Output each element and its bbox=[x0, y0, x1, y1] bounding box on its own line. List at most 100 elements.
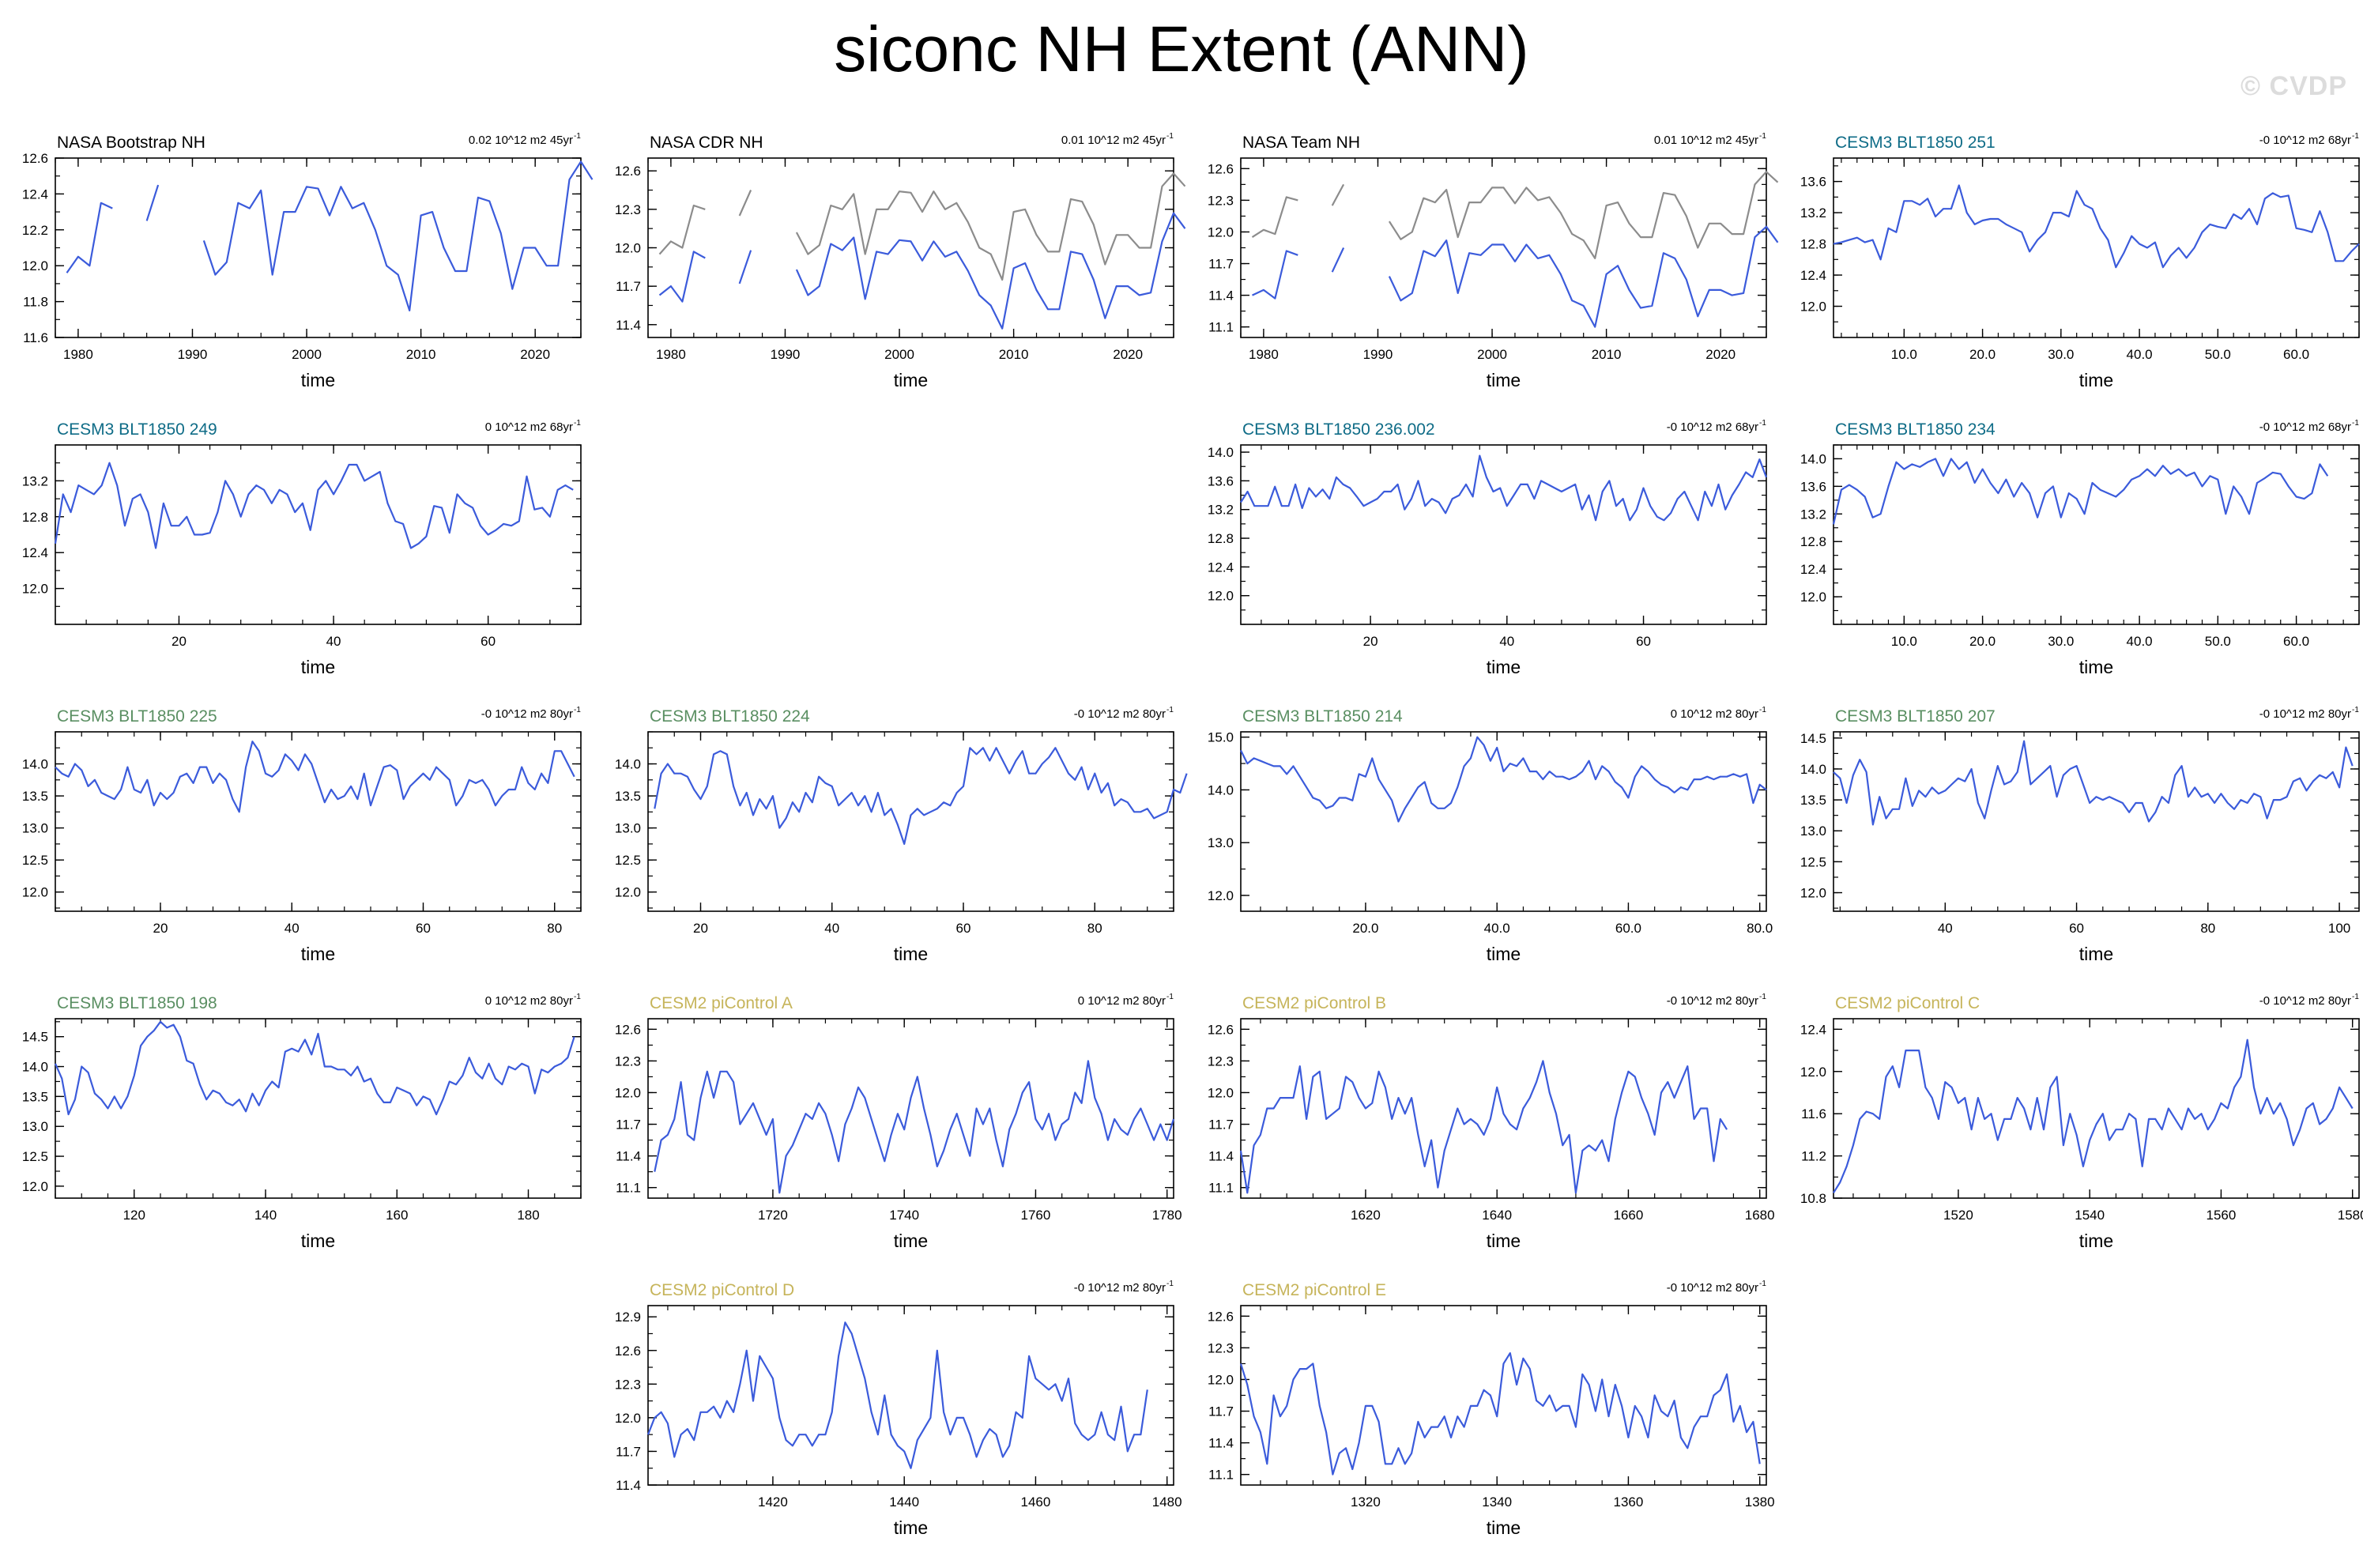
panel-title: CESM3 BLT1850 251 bbox=[1835, 134, 1996, 152]
y-tick-label: 12.0 bbox=[1208, 1372, 1234, 1387]
x-tick-label: 1780 bbox=[1152, 1208, 1182, 1223]
y-tick-label: 13.5 bbox=[1800, 793, 1826, 808]
x-tick-label: 40 bbox=[326, 634, 341, 649]
y-tick-label: 13.2 bbox=[1800, 507, 1826, 522]
x-tick-label: 1660 bbox=[1614, 1208, 1644, 1223]
panel-title: CESM2 piControl B bbox=[1242, 994, 1386, 1012]
trend-exponent: -1 bbox=[574, 706, 581, 714]
y-tick-label: 11.6 bbox=[1801, 1106, 1826, 1121]
panel-title: CESM3 BLT1850 207 bbox=[1835, 707, 1996, 726]
x-tick-label: 2010 bbox=[1592, 347, 1622, 362]
trend-exponent: -1 bbox=[1166, 132, 1174, 141]
chart-panel: NASA CDR NH 0.01 10^12 m2 45yr -1 11.4 11.7 1… bbox=[615, 132, 1186, 390]
y-tick-label: 11.7 bbox=[616, 1444, 641, 1459]
series-line bbox=[55, 741, 575, 813]
panel-title: CESM2 piControl D bbox=[650, 1281, 794, 1299]
y-tick-label: 12.8 bbox=[1208, 531, 1234, 546]
plot-frame bbox=[1240, 444, 1767, 625]
y-tick-label: 13.5 bbox=[22, 789, 48, 804]
trend-label: -0 10^12 m2 80yr bbox=[1667, 994, 1758, 1008]
x-tick-label: 50.0 bbox=[2205, 347, 2231, 362]
x-axis-title: time bbox=[2079, 370, 2113, 390]
x-tick-label: 180 bbox=[517, 1208, 539, 1223]
y-tick-label: 12.6 bbox=[615, 1022, 641, 1037]
trend-label: -0 10^12 m2 80yr bbox=[1074, 1281, 1166, 1295]
y-tick-label: 14.5 bbox=[22, 1030, 48, 1045]
chart-panel: CESM2 piControl D -0 10^12 m2 80yr -1 11.4 1… bbox=[615, 1280, 1182, 1538]
y-tick-label: 14.0 bbox=[1800, 451, 1826, 466]
y-tick-label: 11.4 bbox=[1208, 1149, 1234, 1164]
y-tick-label: 11.4 bbox=[1208, 288, 1234, 303]
x-tick-label: 20 bbox=[693, 921, 708, 936]
x-tick-label: 40.0 bbox=[2127, 634, 2153, 649]
series-line bbox=[1239, 1060, 1728, 1194]
series-line bbox=[654, 747, 1188, 845]
plot-frame bbox=[1833, 1018, 2360, 1199]
y-tick-label: 12.0 bbox=[1800, 590, 1826, 605]
x-axis-title: time bbox=[301, 944, 335, 964]
y-tick-label: 11.7 bbox=[1208, 1118, 1234, 1133]
y-tick-label: 13.0 bbox=[22, 821, 48, 836]
trend-label: -0 10^12 m2 68yr bbox=[2259, 134, 2351, 147]
y-tick-label: 13.2 bbox=[1208, 503, 1234, 518]
trend-exponent: -1 bbox=[1166, 706, 1174, 714]
x-tick-label: 40 bbox=[1499, 634, 1514, 649]
y-tick-label: 12.4 bbox=[22, 545, 48, 560]
y-tick-label: 12.0 bbox=[1800, 1065, 1826, 1080]
trend-exponent: -1 bbox=[2352, 419, 2359, 428]
x-tick-label: 80 bbox=[1087, 921, 1102, 936]
y-tick-label: 12.0 bbox=[1208, 224, 1234, 239]
x-tick-label: 20.0 bbox=[1352, 921, 1378, 936]
x-tick-label: 20 bbox=[153, 921, 168, 936]
x-axis-title: time bbox=[894, 944, 928, 964]
x-axis-title: time bbox=[894, 1231, 928, 1251]
page-title: siconc NH Extent (ANN) bbox=[834, 13, 1529, 85]
panel-title: CESM2 piControl E bbox=[1242, 1281, 1386, 1299]
y-tick-label: 11.7 bbox=[1208, 257, 1234, 272]
x-axis-title: time bbox=[301, 370, 335, 390]
panel-title: CESM2 piControl A bbox=[650, 994, 793, 1012]
trend-label: 0.02 10^12 m2 45yr bbox=[469, 134, 573, 147]
x-tick-label: 60 bbox=[481, 634, 496, 649]
plot-frame bbox=[1240, 1018, 1767, 1199]
plot-frame bbox=[647, 1018, 1174, 1199]
x-tick-label: 20.0 bbox=[1969, 347, 1996, 362]
x-tick-label: 1640 bbox=[1482, 1208, 1512, 1223]
series-line bbox=[66, 160, 594, 311]
x-axis-title: time bbox=[1487, 370, 1521, 390]
y-tick-label: 13.6 bbox=[1800, 175, 1826, 190]
x-tick-label: 1480 bbox=[1152, 1494, 1182, 1510]
panel-title: CESM3 BLT1850 198 bbox=[57, 994, 217, 1012]
panel-title: NASA Team NH bbox=[1242, 134, 1360, 152]
x-tick-label: 80 bbox=[2200, 921, 2215, 936]
trend-label: 0.01 10^12 m2 45yr bbox=[1061, 134, 1166, 147]
panel-title: NASA Bootstrap NH bbox=[57, 134, 205, 152]
x-tick-label: 30.0 bbox=[2048, 634, 2074, 649]
x-tick-label: 60.0 bbox=[1615, 921, 1641, 936]
y-tick-label: 12.0 bbox=[22, 258, 48, 273]
x-tick-label: 1380 bbox=[1745, 1494, 1775, 1510]
trend-exponent: -1 bbox=[1166, 993, 1174, 1001]
x-tick-label: 2020 bbox=[520, 347, 550, 362]
y-tick-label: 12.8 bbox=[1800, 237, 1826, 252]
y-tick-label: 12.0 bbox=[22, 582, 48, 597]
plot-frame bbox=[55, 731, 582, 912]
y-tick-label: 11.7 bbox=[1208, 1404, 1234, 1419]
x-tick-label: 1980 bbox=[63, 347, 93, 362]
x-axis-title: time bbox=[2079, 944, 2113, 964]
trend-label: 0.01 10^12 m2 45yr bbox=[1654, 134, 1758, 147]
trend-exponent: -1 bbox=[2352, 706, 2359, 714]
x-tick-label: 100 bbox=[2328, 921, 2350, 936]
y-tick-label: 12.6 bbox=[615, 1344, 641, 1359]
chart-panel: CESM3 BLT1850 236.002 -0 10^12 m2 68yr -1 1… bbox=[1208, 419, 1768, 677]
x-tick-label: 140 bbox=[254, 1208, 277, 1223]
y-tick-label: 12.4 bbox=[1208, 560, 1234, 575]
x-tick-label: 1620 bbox=[1351, 1208, 1381, 1223]
y-tick-label: 12.3 bbox=[615, 202, 641, 217]
x-axis-title: time bbox=[1487, 1517, 1521, 1538]
x-axis-title: time bbox=[1487, 944, 1521, 964]
y-tick-label: 13.0 bbox=[22, 1119, 48, 1134]
y-tick-label: 12.0 bbox=[1800, 300, 1826, 315]
y-tick-label: 12.9 bbox=[615, 1310, 641, 1325]
series-line bbox=[1833, 1038, 2354, 1193]
